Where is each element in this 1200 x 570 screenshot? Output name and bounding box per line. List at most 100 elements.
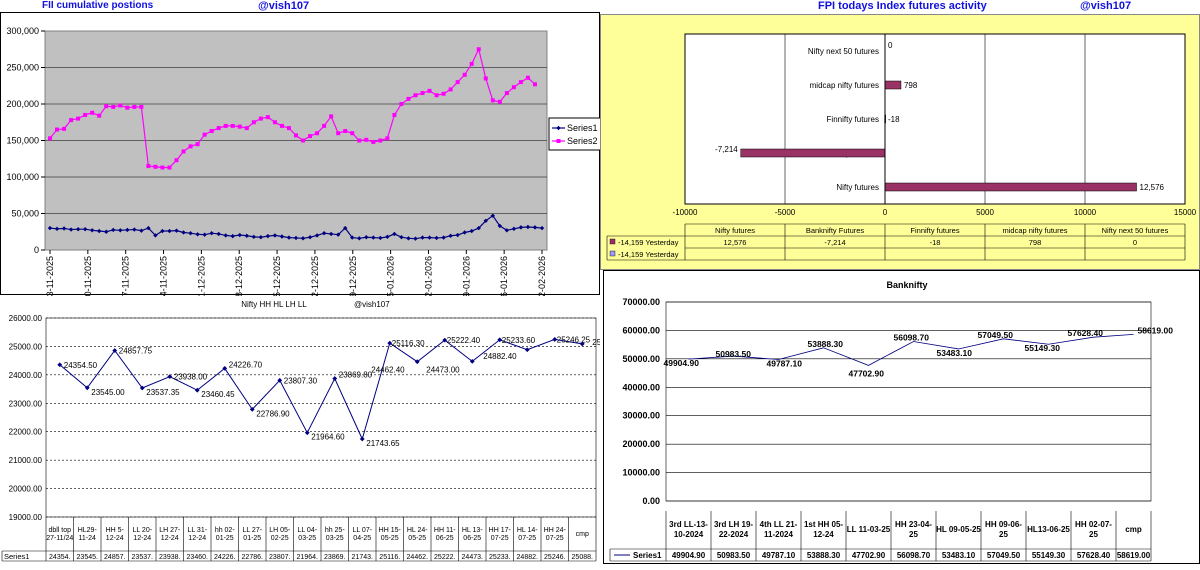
- category-label: Nifty next 50 futures: [808, 47, 879, 56]
- category-label: 1st HH 05-12-24: [803, 520, 844, 539]
- category-label: LL 27-01-25: [242, 526, 263, 542]
- series1-point: [153, 233, 158, 238]
- category-cell: LL 04-03-25: [297, 526, 318, 542]
- series1-point: [371, 235, 376, 240]
- category-label: HL 13-06-25: [461, 526, 483, 542]
- fpi-chart-panel[interactable]: -10000 -5000 0 5000 10000 15000 Nifty next 50 …: [600, 14, 1200, 270]
- series1-point: [146, 225, 151, 231]
- series1-point: [97, 228, 102, 234]
- category-cell: hh 25-03-25: [325, 527, 345, 542]
- bar-value-label: -18: [888, 115, 900, 124]
- x-tick-label: 5000: [976, 208, 994, 217]
- banknifty-chart-panel[interactable]: Banknifty 70000.00 60000.00 50000.00 40000.0…: [603, 270, 1200, 564]
- series2-point: [378, 138, 383, 143]
- fii-title: FII cumulative postions: [42, 0, 154, 11]
- series1-point: [230, 233, 235, 239]
- bar-value-label: 798: [904, 81, 918, 90]
- category-cell: HH 11-06-25: [434, 527, 456, 542]
- point-label: 24473.00: [426, 365, 460, 374]
- category-label: LH 05-02-25: [269, 526, 291, 542]
- series1-point: [304, 430, 310, 436]
- y-tick-label: 20000.00: [9, 485, 43, 494]
- series2-point: [251, 120, 256, 125]
- series-value-cell: 56098.70: [897, 551, 931, 560]
- table-cell: -18: [930, 238, 941, 247]
- series-value-cell: 23807.: [269, 554, 290, 561]
- category-label: HL 14-07-25: [516, 526, 538, 542]
- series2-point: [343, 129, 348, 134]
- plot-area: [684, 33, 1186, 205]
- series2-point: [83, 112, 88, 117]
- series1-point: [497, 337, 503, 343]
- nifty-chart-panel[interactable]: Nifty HH HL LH LL @vish107 26000.00 25000.0…: [0, 296, 626, 564]
- category-cell: HL13-06-25: [1027, 525, 1070, 534]
- series-value-cell: 25088.: [572, 554, 593, 561]
- series1-point: [244, 233, 249, 238]
- point-label: 57628.40: [1068, 328, 1104, 338]
- legend-marker: [556, 139, 561, 143]
- category-cell: HL 14-07-25: [516, 526, 538, 542]
- table-cell: 12,576: [724, 238, 747, 247]
- series1-point: [82, 226, 88, 232]
- series1-point: [293, 235, 299, 241]
- series1-point: [518, 225, 524, 230]
- series1-point: [321, 231, 327, 236]
- series2-point: [188, 144, 193, 149]
- y-tick-label: 300,000: [6, 26, 39, 36]
- series1-point: [223, 233, 228, 238]
- series2-point: [462, 72, 467, 77]
- category-label: 3rd LL-13-10-2024: [669, 520, 708, 539]
- series-value-cell: 49904.90: [672, 551, 706, 560]
- series2-point: [448, 87, 453, 92]
- point-label: 55149.30: [1025, 343, 1061, 353]
- series1-point: [490, 213, 495, 218]
- series-label: Series1: [4, 552, 29, 561]
- y-tick-label: 26000.00: [9, 314, 43, 323]
- point-label: 23938.00: [174, 373, 208, 382]
- series1-point: [237, 232, 242, 238]
- series2-point: [301, 138, 306, 143]
- series-value-cell: 57049.50: [987, 551, 1021, 560]
- category-label: HH 23-04-25: [895, 520, 932, 539]
- point-label: 23807.30: [284, 376, 318, 385]
- category-label: HL29-11-24: [77, 526, 97, 542]
- category-label: hh 02-01-25: [214, 526, 235, 542]
- series2-point: [202, 132, 207, 137]
- series1-point: [104, 229, 109, 234]
- bar-value-label: 12,576: [1140, 183, 1165, 192]
- series1-point: [378, 235, 383, 241]
- series-value-cell: 53888.30: [807, 551, 841, 560]
- series2-point: [308, 134, 313, 139]
- point-label: 21964.60: [311, 433, 345, 442]
- series1-point: [385, 234, 390, 240]
- series1-point: [265, 233, 271, 239]
- series1-point: [300, 236, 306, 241]
- x-tick-label: 29-12-2025: [348, 256, 358, 296]
- series1-point: [441, 235, 446, 240]
- series2-point: [48, 136, 52, 141]
- category-cell: LL 27-01-25: [242, 526, 263, 542]
- chart-handle: @vish107: [354, 300, 390, 309]
- category-cell: LL 11-03-25: [847, 525, 890, 534]
- series1-point: [118, 228, 123, 233]
- series-value-cell: 53483.10: [942, 551, 976, 560]
- point-label: 25222.40: [447, 336, 481, 345]
- fii-chart-panel[interactable]: 300,000 250,000 200,000 150,000 100,000 50,00…: [0, 12, 602, 302]
- series1-point: [61, 226, 67, 231]
- series2-point: [413, 93, 418, 98]
- y-tick-label: 19000.00: [9, 513, 43, 522]
- category-label: LL 04-03-25: [297, 526, 318, 542]
- table-header: Nifty futures: [715, 226, 755, 235]
- category-label: HL 09-05-25: [936, 525, 981, 534]
- series-value-cell: 23537.: [132, 554, 153, 561]
- series2-point: [209, 129, 214, 134]
- series1-point: [364, 235, 369, 240]
- series2-point: [125, 105, 130, 110]
- series-line-2: [49, 47, 536, 169]
- series1-point: [335, 232, 341, 237]
- chart-title: Banknifty: [886, 280, 927, 290]
- series1-point: [448, 233, 453, 238]
- series-label: Series1: [633, 551, 662, 560]
- x-tick-label: 02-02-2026: [537, 256, 547, 296]
- x-tick-label: 03-11-2025: [45, 256, 55, 296]
